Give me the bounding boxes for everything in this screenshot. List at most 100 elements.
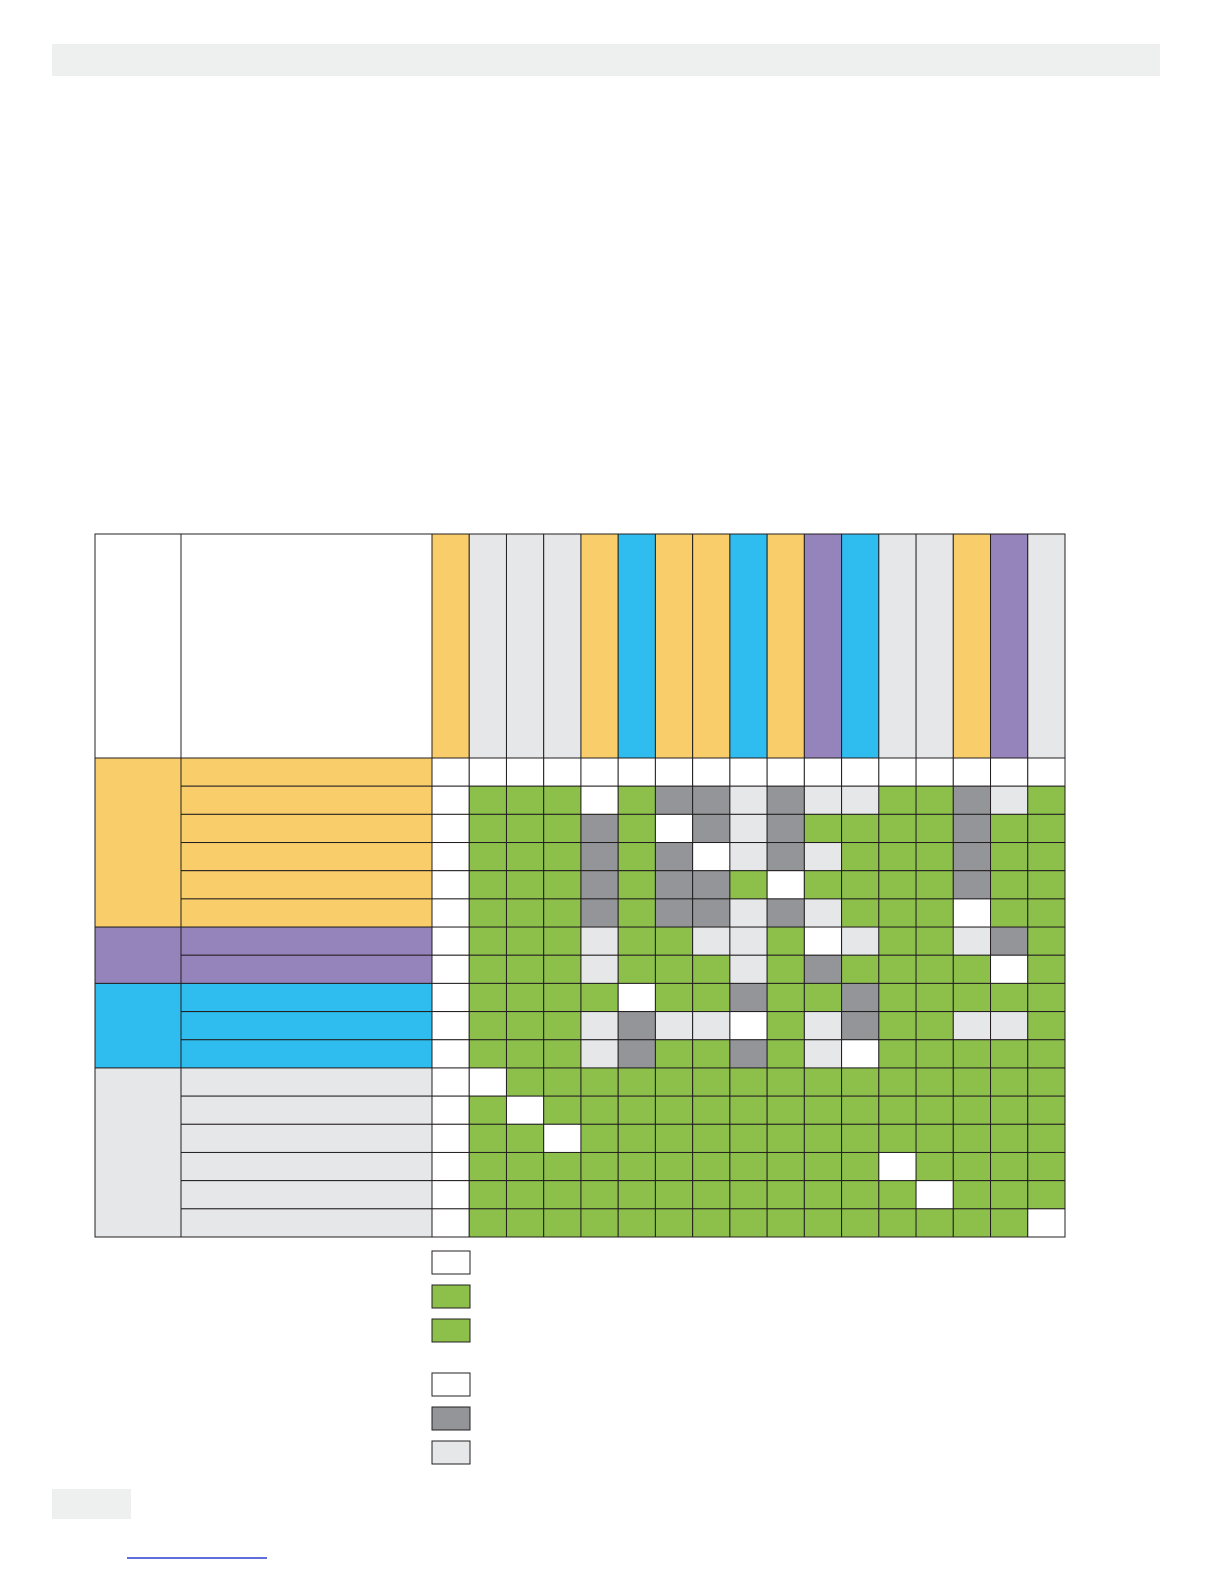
matrix-cell (543, 757, 582, 787)
matrix-cell (915, 1151, 954, 1182)
matrix-cell (915, 870, 954, 900)
row-label (180, 1180, 433, 1210)
matrix-cell (803, 1208, 843, 1238)
matrix-cell (915, 1208, 954, 1238)
matrix-cell (1027, 1208, 1066, 1238)
matrix-cell (468, 954, 507, 984)
matrix-cell (1027, 1180, 1066, 1210)
matrix-cell (617, 1123, 656, 1153)
matrix-cell (915, 1123, 954, 1153)
matrix-cell (952, 785, 992, 815)
column-header (654, 533, 694, 759)
matrix-cell (505, 842, 545, 872)
matrix-cell (580, 1067, 619, 1097)
matrix-cell (952, 1208, 992, 1238)
matrix-cell (990, 1067, 1029, 1097)
matrix-cell (990, 954, 1029, 984)
matrix-cell (692, 898, 731, 928)
matrix-cell (878, 1123, 917, 1153)
matrix-cell (431, 926, 470, 956)
matrix-cell (952, 1123, 992, 1153)
matrix-cell (580, 870, 619, 900)
matrix-cell (505, 1208, 545, 1238)
matrix-cell (692, 982, 731, 1013)
matrix-cell (468, 1011, 507, 1041)
matrix-cell (617, 898, 656, 928)
row-label (180, 926, 433, 956)
matrix-cell (1027, 870, 1066, 900)
matrix-cell (878, 842, 917, 872)
matrix-cell (841, 813, 880, 844)
matrix-cell (580, 954, 619, 984)
matrix-cell (915, 842, 954, 872)
matrix-cell (803, 785, 843, 815)
matrix-cell (580, 1208, 619, 1238)
corner-cell (180, 533, 433, 759)
matrix-cell (617, 1067, 656, 1097)
matrix-cell (580, 757, 619, 787)
matrix-cell (468, 926, 507, 956)
matrix-cell (952, 898, 992, 928)
legend-swatch (431, 1406, 471, 1431)
matrix-cell (468, 757, 507, 787)
matrix-cell (692, 1011, 731, 1041)
matrix-cell (543, 954, 582, 984)
matrix-cell (841, 1208, 880, 1238)
matrix-cell (803, 757, 843, 787)
matrix-cell (841, 926, 880, 956)
row-label (180, 1039, 433, 1069)
matrix-cell (990, 813, 1029, 844)
matrix-cell (505, 870, 545, 900)
matrix-cell (543, 898, 582, 928)
matrix-cell (766, 898, 805, 928)
matrix-cell (431, 1123, 470, 1153)
matrix-cell (692, 842, 731, 872)
matrix-cell (878, 870, 917, 900)
matrix-cell (580, 1011, 619, 1041)
matrix-cell (580, 1095, 619, 1125)
row-label (180, 982, 433, 1013)
matrix-cell (431, 1039, 470, 1069)
matrix-cell (617, 1180, 656, 1210)
column-header (952, 533, 992, 759)
matrix-cell (841, 1151, 880, 1182)
matrix-cell (580, 1151, 619, 1182)
matrix-cell (431, 982, 470, 1013)
matrix-cell (841, 1011, 880, 1041)
matrix-cell (617, 842, 656, 872)
matrix-cell (841, 1095, 880, 1125)
matrix-cell (654, 982, 694, 1013)
matrix-cell (915, 1095, 954, 1125)
matrix-cell (468, 842, 507, 872)
matrix-cell (729, 1208, 768, 1238)
matrix-cell (878, 785, 917, 815)
matrix-cell (803, 1067, 843, 1097)
matrix-cell (952, 1151, 992, 1182)
matrix-cell (952, 1067, 992, 1097)
matrix-cell (468, 1208, 507, 1238)
matrix-cell (431, 842, 470, 872)
matrix-cell (990, 785, 1029, 815)
matrix-cell (803, 1180, 843, 1210)
row-label (180, 954, 433, 984)
matrix-cell (692, 1123, 731, 1153)
matrix-cell (1027, 954, 1066, 984)
matrix-cell (654, 1208, 694, 1238)
matrix-cell (952, 870, 992, 900)
matrix-cell (1027, 1011, 1066, 1041)
matrix-cell (841, 1067, 880, 1097)
matrix-cell (803, 870, 843, 900)
matrix-cell (803, 1039, 843, 1069)
matrix-cell (580, 842, 619, 872)
matrix-cell (766, 926, 805, 956)
matrix-cell (803, 926, 843, 956)
matrix-cell (1027, 813, 1066, 844)
matrix-cell (803, 1011, 843, 1041)
matrix-cell (841, 982, 880, 1013)
matrix-cell (878, 1039, 917, 1069)
matrix-cell (654, 1011, 694, 1041)
matrix-cell (841, 842, 880, 872)
row-label (180, 870, 433, 900)
matrix-cell (654, 926, 694, 956)
matrix-cell (505, 954, 545, 984)
